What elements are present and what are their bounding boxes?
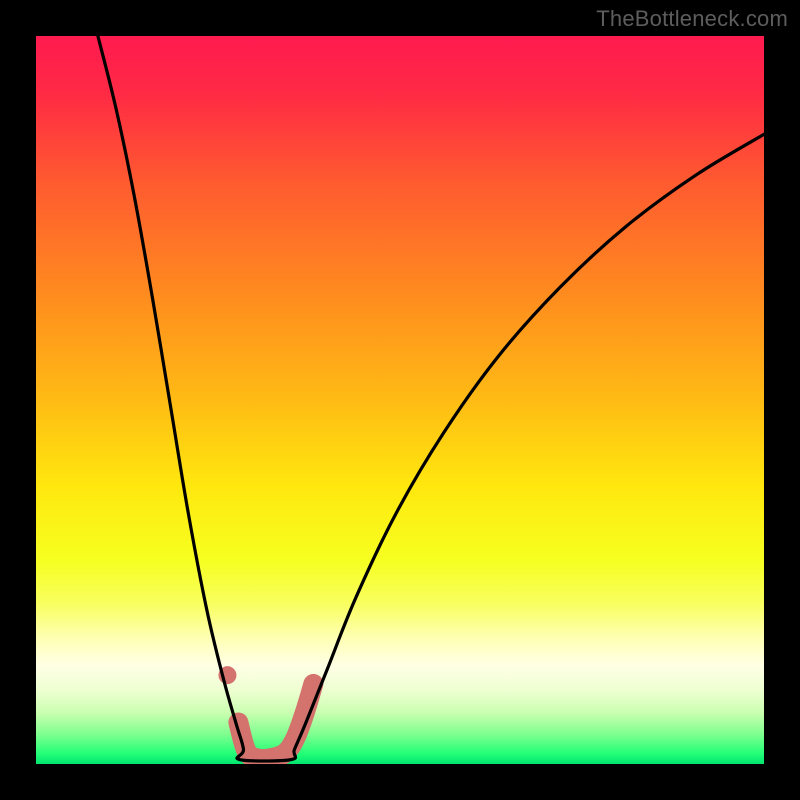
bottleneck-curve [98,36,764,761]
watermark-text: TheBottleneck.com [596,6,788,32]
chart-plot-area [36,36,764,764]
chart-svg [36,36,764,764]
highlight-stroke [238,684,313,759]
